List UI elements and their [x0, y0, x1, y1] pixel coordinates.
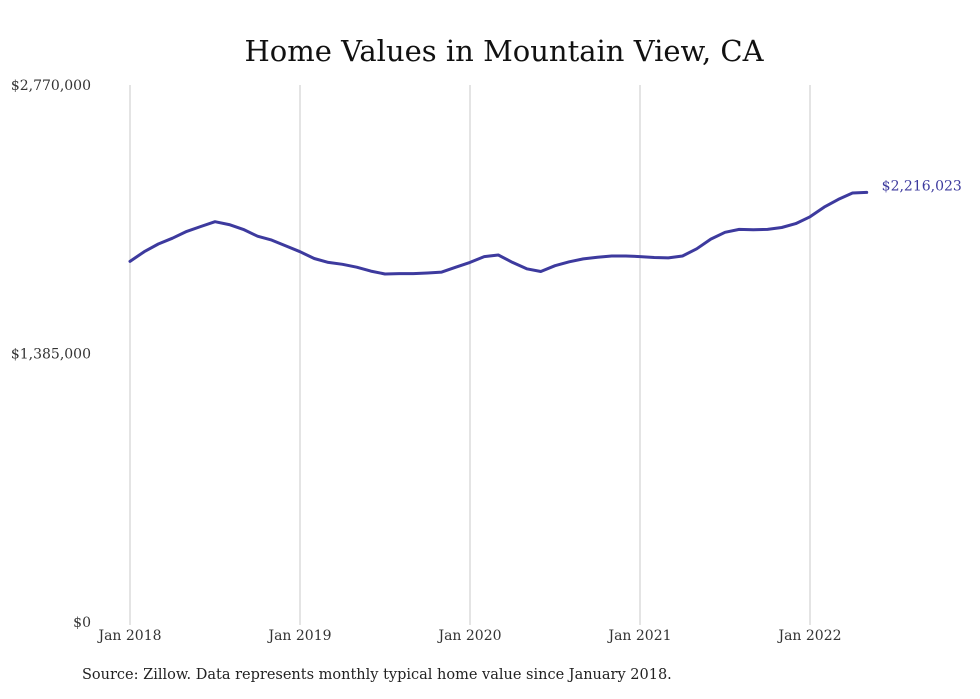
x-tick-label: Jan 2021	[606, 628, 671, 644]
y-tick-label: $1,385,000	[11, 347, 91, 363]
x-tick-label: Jan 2022	[776, 628, 841, 644]
source-note: Source: Zillow. Data represents monthly …	[82, 667, 672, 683]
x-axis: Jan 2018 Jan 2019 Jan 2020 Jan 2021 Jan 2022	[96, 628, 841, 644]
x-tick-label: Jan 2018	[96, 628, 161, 644]
series-line	[128, 190, 869, 276]
chart-title: Home Values in Mountain View, CA	[244, 34, 764, 68]
y-tick-label: $2,770,000	[11, 78, 91, 94]
y-tick-label: $0	[73, 615, 91, 631]
end-value-label: $2,216,023	[882, 178, 962, 194]
y-axis: $0 $1,385,000 $2,770,000	[11, 78, 91, 631]
x-tick-label: Jan 2020	[436, 628, 501, 644]
x-tick-label: Jan 2019	[266, 628, 331, 644]
series-group: $2,216,023	[128, 178, 962, 276]
grid	[129, 85, 811, 625]
